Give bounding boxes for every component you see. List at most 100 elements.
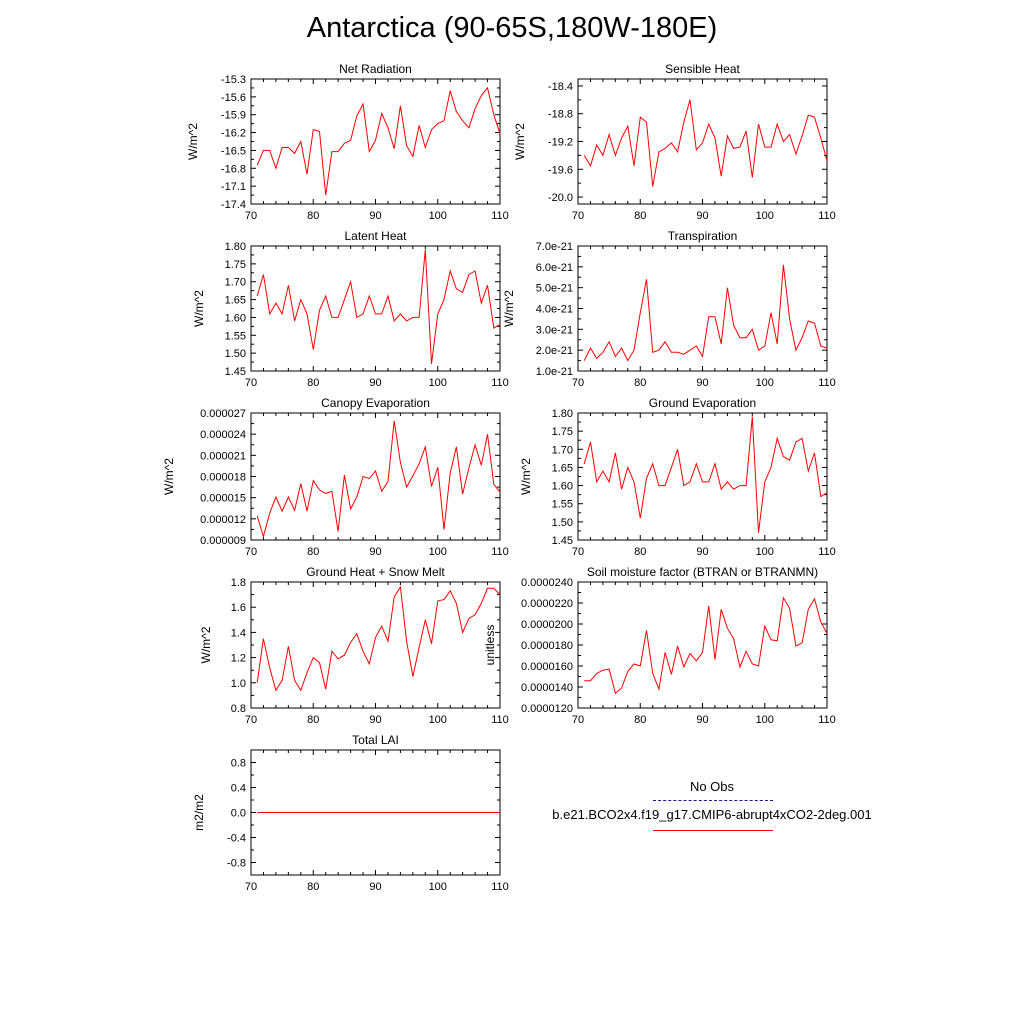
data-point xyxy=(481,95,483,97)
data-point xyxy=(337,151,339,153)
data-point xyxy=(720,343,722,345)
data-point xyxy=(590,347,592,349)
data-point xyxy=(695,463,697,465)
y-tick-label: 0.0000140 xyxy=(521,682,573,694)
data-point xyxy=(356,115,358,117)
x-tick-label: 70 xyxy=(245,881,257,893)
data-point xyxy=(633,349,635,351)
data-point xyxy=(789,134,791,136)
x-tick-label: 110 xyxy=(818,714,836,726)
data-point xyxy=(677,645,679,647)
x-tick-label: 100 xyxy=(429,881,447,893)
y-axis-label: m2/m2 xyxy=(192,794,206,831)
data-point xyxy=(462,632,464,634)
data-point xyxy=(733,148,735,150)
figure-title: Antarctica (90-65S,180W-180E) xyxy=(306,12,718,44)
data-point xyxy=(431,129,433,131)
data-point xyxy=(689,99,691,101)
chart-panel-7: Ground Heat + Snow Melt 70 80 90 100 110 0.8 1.… xyxy=(199,565,509,726)
data-point xyxy=(400,105,402,107)
data-point xyxy=(275,302,277,304)
data-point xyxy=(337,317,339,319)
y-axis-label: W/m^2 xyxy=(502,290,516,327)
y-tick-label: 1.75 xyxy=(552,426,573,438)
y-tick-label: 0.0000220 xyxy=(521,598,573,610)
data-point xyxy=(468,618,470,620)
data-point xyxy=(499,324,501,326)
data-point xyxy=(764,625,766,627)
x-tick-label: 80 xyxy=(307,714,319,726)
data-point xyxy=(596,481,598,483)
x-tick-label: 100 xyxy=(429,714,447,726)
data-point xyxy=(702,356,704,358)
x-tick-label: 70 xyxy=(245,210,257,222)
data-point xyxy=(646,121,648,123)
y-tick-label: -18.4 xyxy=(548,81,573,93)
y-tick-label: 0.000015 xyxy=(200,493,246,505)
x-tick-label: 90 xyxy=(369,714,381,726)
chart-panel-4: Transpiration 70 80 90 100 110 1.0e-21 2.0e-21 3… xyxy=(502,229,836,389)
data-point xyxy=(671,142,673,144)
x-tick-label: 80 xyxy=(634,714,646,726)
data-point xyxy=(281,147,283,149)
y-tick-label: 0.4 xyxy=(231,783,246,795)
data-point xyxy=(808,114,810,116)
data-point xyxy=(689,653,691,655)
data-point xyxy=(331,151,333,153)
data-point xyxy=(393,420,395,422)
data-point xyxy=(764,146,766,148)
y-tick-label: 0.000024 xyxy=(200,429,246,441)
data-point xyxy=(664,148,666,150)
y-tick-label: 5.0e-21 xyxy=(536,283,573,295)
x-tick-label: 80 xyxy=(634,546,646,558)
y-tick-label: 0.8 xyxy=(231,703,246,715)
data-point xyxy=(683,666,685,668)
y-tick-label: 3.0e-21 xyxy=(536,324,573,336)
x-tick-label: 100 xyxy=(756,546,774,558)
data-point xyxy=(695,149,697,151)
data-point xyxy=(281,313,283,315)
y-tick-label: 0.000018 xyxy=(200,472,246,484)
data-point xyxy=(462,292,464,294)
chart-title: Sensible Heat xyxy=(665,62,740,76)
data-point xyxy=(758,123,760,125)
data-point xyxy=(621,137,623,139)
data-point xyxy=(639,665,641,667)
data-point xyxy=(487,433,489,435)
data-point xyxy=(752,329,754,331)
y-tick-label: 1.6 xyxy=(231,602,246,614)
data-point xyxy=(443,529,445,531)
data-point xyxy=(300,299,302,301)
y-tick-label: 1.0 xyxy=(231,678,246,690)
data-point xyxy=(319,662,321,664)
chart-panel-6: Ground Evaporation 70 80 90 100 110 1.45 1.50 1.… xyxy=(519,396,836,558)
data-point xyxy=(306,173,308,175)
data-point xyxy=(583,155,585,157)
data-point xyxy=(331,317,333,319)
data-point xyxy=(652,463,654,465)
y-tick-label: 1.70 xyxy=(552,444,573,456)
data-point xyxy=(789,607,791,609)
y-tick-label: 7.0e-21 xyxy=(536,241,573,253)
data-point xyxy=(319,131,321,133)
data-point xyxy=(443,299,445,301)
data-point xyxy=(789,459,791,461)
data-point xyxy=(356,633,358,635)
y-tick-label: -15.9 xyxy=(221,110,246,122)
x-tick-label: 100 xyxy=(756,377,774,389)
data-point xyxy=(621,347,623,349)
data-point xyxy=(608,668,610,670)
data-point xyxy=(362,476,364,478)
data-point xyxy=(702,481,704,483)
data-point xyxy=(406,640,408,642)
data-point xyxy=(820,345,822,347)
plot-frame xyxy=(577,412,828,541)
data-point xyxy=(256,812,258,814)
data-point xyxy=(462,493,464,495)
y-tick-label: 0.0000120 xyxy=(521,703,573,715)
data-point xyxy=(449,472,451,474)
data-point xyxy=(325,295,327,297)
data-point xyxy=(325,194,327,196)
data-point xyxy=(375,313,377,315)
data-point xyxy=(808,320,810,322)
